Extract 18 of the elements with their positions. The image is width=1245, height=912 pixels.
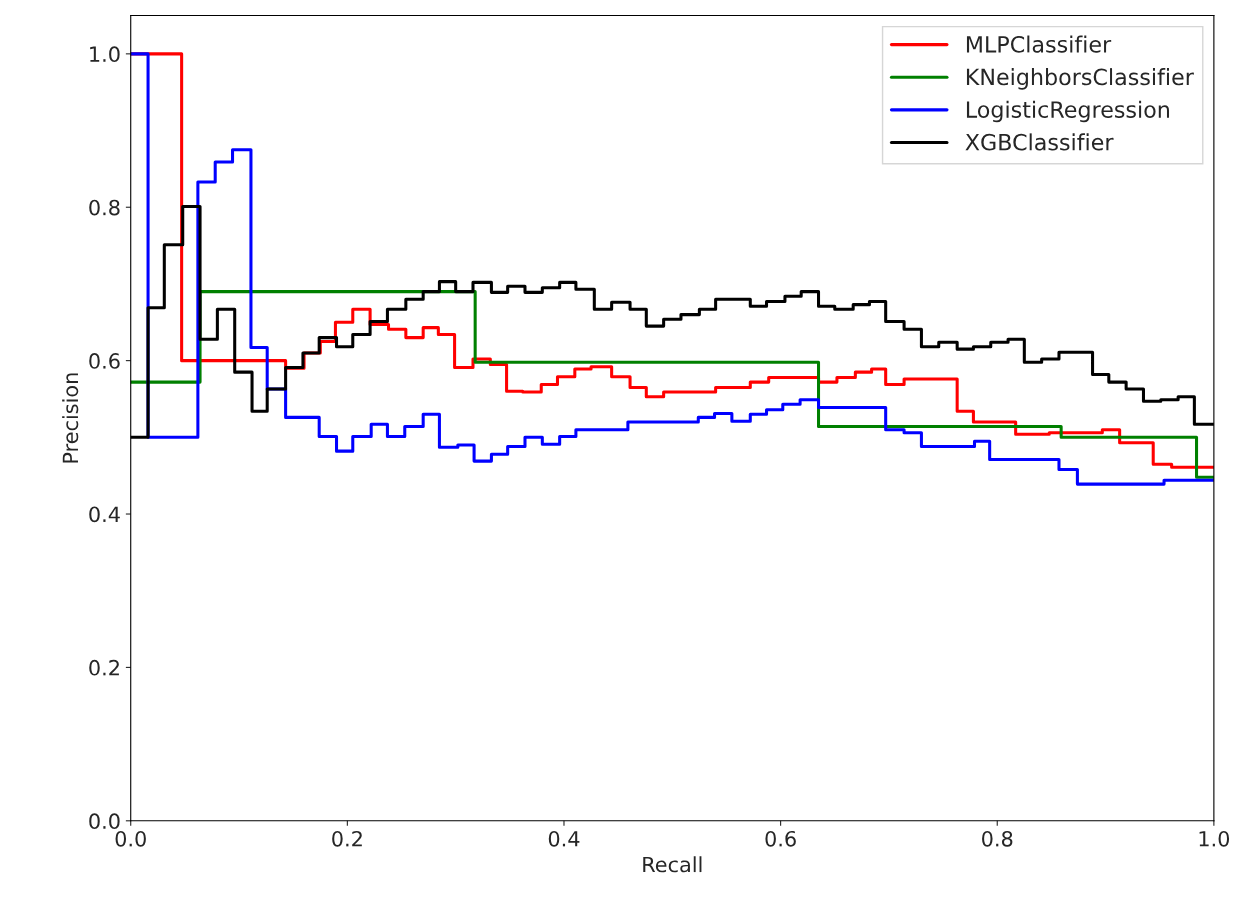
x-tick-label: 0.4 xyxy=(548,830,580,847)
legend-label: XGBClassifier xyxy=(965,133,1114,151)
x-axis-title: Recall xyxy=(643,856,702,873)
y-tick-label: 0.6 xyxy=(89,353,120,369)
legend-label: MLPClassifier xyxy=(966,35,1112,53)
y-axis-title: Precision xyxy=(62,373,79,463)
x-tick-label: 0.8 xyxy=(982,830,1013,847)
x-tick-label: 0.2 xyxy=(332,830,362,847)
y-tick-label: 0.4 xyxy=(89,506,120,523)
legend-label: KNeighborsClassifier xyxy=(966,68,1194,90)
y-tick-label: 0.0 xyxy=(89,813,120,830)
x-tick-label: 0.0 xyxy=(115,830,146,847)
y-tick-label: 0.2 xyxy=(89,659,119,676)
x-tick-label: 0.6 xyxy=(765,830,796,847)
y-tick-label: 0.8 xyxy=(89,199,120,216)
y-tick-label: 1.0 xyxy=(90,46,120,63)
x-tick-label: 1.0 xyxy=(1199,830,1230,847)
legend-label: LogisticRegression xyxy=(966,100,1169,123)
